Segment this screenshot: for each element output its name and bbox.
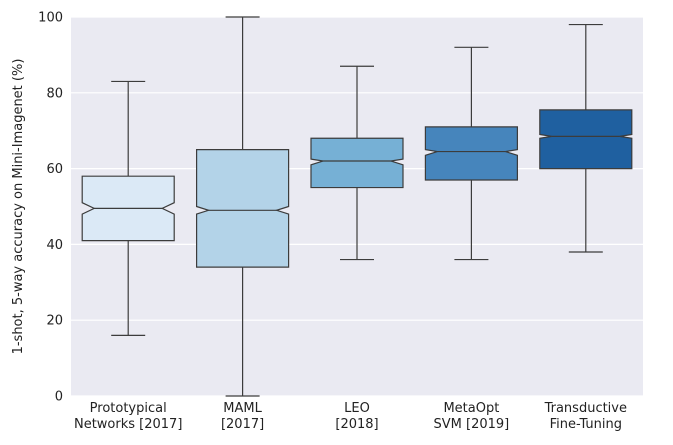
x-tick-label: LEO [2018] [335, 401, 378, 432]
box [310, 137, 404, 189]
x-axis-ticks: Prototypical Networks [2017] MAML [2017] LEO… [74, 401, 627, 432]
box [196, 149, 290, 268]
y-axis-label: 1-shot, 5-way accuracy on Mini-Imagenet … [11, 59, 26, 355]
x-tick-label: Transductive Fine-Tuning [544, 401, 627, 432]
y-tick-label: 0 [55, 390, 63, 405]
box-group [424, 46, 519, 261]
box-group [81, 80, 175, 336]
x-tick-label: Prototypical Networks [2017] [74, 401, 182, 432]
y-axis-ticks: 0 20 40 60 80 100 [38, 11, 63, 405]
y-tick-label: 100 [38, 11, 63, 26]
y-tick-label: 40 [46, 238, 63, 253]
box [539, 109, 633, 170]
x-tick-label: MetaOpt SVM [2019] [434, 401, 510, 432]
boxes [81, 16, 633, 397]
box-group [310, 65, 404, 261]
box-group [196, 16, 290, 397]
box [424, 126, 519, 181]
x-tick-label: MAML [2017] [221, 401, 264, 432]
y-tick-label: 20 [46, 314, 63, 329]
box-group [539, 23, 633, 253]
y-tick-label: 80 [46, 86, 63, 101]
y-tick-label: 60 [46, 162, 63, 177]
